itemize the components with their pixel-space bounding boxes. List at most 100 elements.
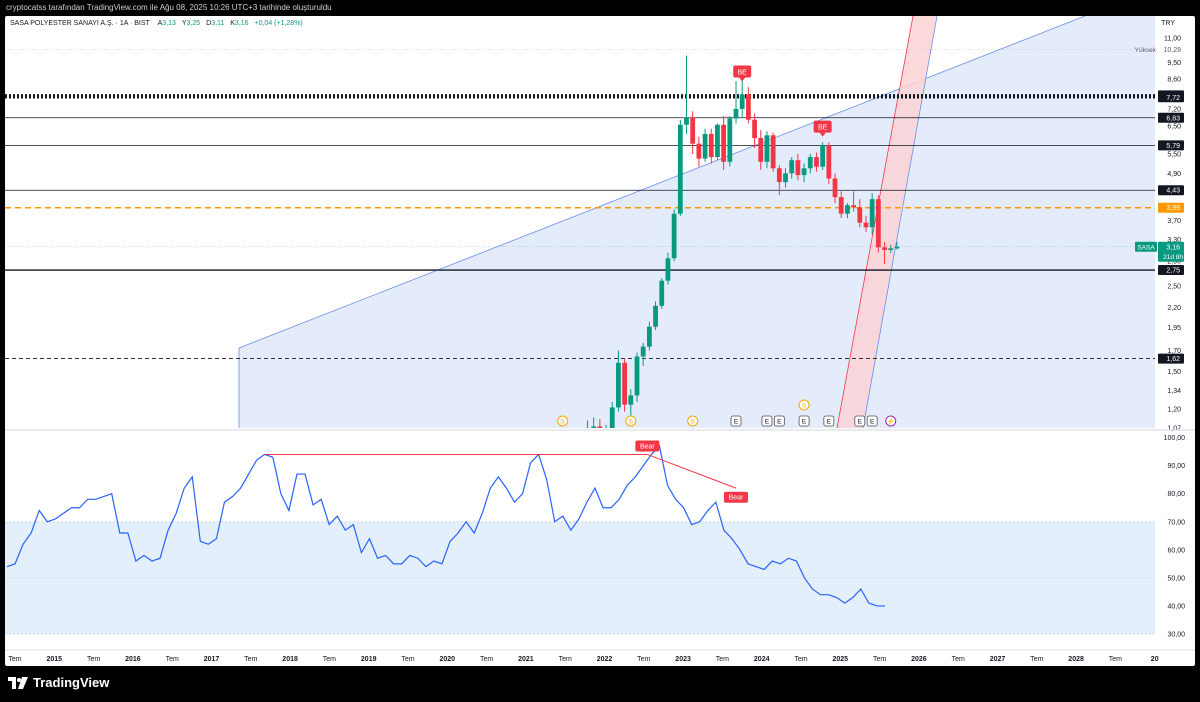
time-axis-tick-8: Tem bbox=[323, 656, 336, 663]
event-marker-7 bbox=[798, 415, 810, 427]
candle-body-23 bbox=[727, 118, 733, 162]
red-channel-left bbox=[836, 16, 914, 428]
candle-body-20 bbox=[708, 133, 714, 158]
price-axis-tick-17: 1,20 bbox=[1167, 406, 1181, 413]
event-marker-4 bbox=[761, 415, 773, 427]
tradingview-wordmark: TradingView bbox=[33, 675, 110, 690]
signal-label-0: BE bbox=[738, 69, 748, 76]
rsi-signal-label-0: Bear bbox=[640, 443, 655, 450]
time-axis-tick-10: Tem bbox=[401, 656, 414, 663]
signal-label-1: BE bbox=[818, 125, 828, 132]
candle-body-1 bbox=[591, 426, 597, 428]
candle-body-34 bbox=[795, 160, 801, 176]
candle-body-5 bbox=[616, 362, 621, 408]
candle-body-29 bbox=[764, 135, 770, 162]
price-axis-tick-10: 2,90 bbox=[1167, 259, 1181, 266]
candle-body-22 bbox=[721, 124, 727, 162]
candle-body-17 bbox=[690, 117, 696, 144]
event-marker-10 bbox=[866, 415, 878, 427]
footer: TradingView bbox=[0, 666, 1200, 702]
rsi-axis-tick-7: 30,00 bbox=[1167, 631, 1185, 638]
candle-body-46 bbox=[869, 199, 875, 228]
level-price-label-7: 1,62 bbox=[1166, 356, 1180, 363]
time-axis-tick-12: Tem bbox=[480, 656, 493, 663]
time-axis-tick-21: 2025 bbox=[833, 656, 849, 663]
event-marker-8 bbox=[823, 415, 835, 427]
ohlc-close: K3,16 bbox=[230, 20, 249, 27]
event-marker-3 bbox=[730, 415, 742, 427]
price-axis-tick-11: 2,50 bbox=[1167, 283, 1181, 290]
candle-body-2 bbox=[597, 426, 603, 428]
candle-body-4 bbox=[609, 407, 615, 428]
event-marker-6 bbox=[798, 399, 810, 411]
price-axis-tick-3: 7,20 bbox=[1167, 106, 1181, 113]
price-change: +0,04 (+1,28%) bbox=[254, 20, 303, 27]
event-marker-11 bbox=[885, 415, 897, 427]
candle-body-15 bbox=[677, 124, 683, 214]
candle-body-36 bbox=[807, 157, 813, 169]
divergence-line-2 bbox=[647, 453, 737, 489]
level-price-label-2: 6,83 bbox=[1166, 115, 1180, 122]
price-axis-tick-2: 8,60 bbox=[1167, 77, 1181, 84]
last-price-value: 3,16 bbox=[1166, 244, 1180, 251]
time-axis-tick-22: Tem bbox=[873, 656, 886, 663]
time-axis-tick-25: 2027 bbox=[990, 656, 1006, 663]
rsi-signal-box-0 bbox=[635, 440, 660, 452]
candle-body-11 bbox=[653, 305, 658, 327]
time-axis-tick-4: Tem bbox=[166, 656, 179, 663]
price-axis-tick-13: 1,95 bbox=[1167, 325, 1181, 332]
candle-body-38 bbox=[820, 145, 826, 167]
snapshot-caption: cryptocatss tarafından TradingView.com i… bbox=[6, 3, 332, 12]
event-marker-label-4: E bbox=[765, 419, 770, 426]
signal-arrow-0 bbox=[739, 77, 746, 82]
level-price-label-6: 2,75 bbox=[1166, 268, 1180, 275]
level-price-box-3 bbox=[1158, 140, 1184, 151]
chart-area[interactable]: SASA POLYESTER SANAYİ A.Ş. · 1A · BIST A… bbox=[5, 16, 1195, 666]
tradingview-logo: TradingView bbox=[8, 675, 109, 690]
price-axis-tick-1: 9,50 bbox=[1167, 60, 1181, 67]
candle-body-24 bbox=[733, 108, 739, 119]
level-price-box-2 bbox=[1158, 112, 1184, 123]
time-axis-tick-7: 2018 bbox=[282, 656, 298, 663]
time-axis-tick-1: 2015 bbox=[47, 656, 63, 663]
price-axis-tick-12: 2,20 bbox=[1167, 305, 1181, 312]
time-axis-tick-11: 2020 bbox=[440, 656, 456, 663]
signal-box-1 bbox=[813, 120, 832, 133]
time-axis-tick-0: Tem bbox=[8, 656, 21, 663]
rsi-pane: Bear Bear bbox=[5, 440, 1155, 635]
signal-box-0 bbox=[733, 65, 752, 78]
candle-body-30 bbox=[770, 135, 776, 169]
rsi-axis-tick-3: 70,00 bbox=[1167, 519, 1185, 526]
time-axis-tick-26: Tem bbox=[1030, 656, 1043, 663]
ohlc-high: Y3,25 bbox=[181, 20, 201, 27]
candle-body-7 bbox=[628, 395, 634, 405]
candle-body-35 bbox=[801, 168, 807, 176]
candle-body-18 bbox=[696, 143, 702, 159]
last-price-symbol-box bbox=[1135, 241, 1157, 252]
time-axis-tick-24: Tem bbox=[952, 656, 965, 663]
candle-body-47 bbox=[875, 199, 881, 248]
candle-body-13 bbox=[665, 258, 671, 281]
ascending-channel-fill bbox=[239, 16, 1155, 428]
price-axis-tick-14: 1,70 bbox=[1167, 348, 1181, 355]
candle-body-44 bbox=[857, 207, 863, 223]
candle-body-12 bbox=[659, 280, 665, 306]
time-axis-tick-13: 2021 bbox=[518, 656, 534, 663]
level-price-box-1 bbox=[1158, 92, 1184, 103]
time-axis-tick-18: Tem bbox=[716, 656, 729, 663]
event-marker-label-5: E bbox=[777, 419, 782, 426]
rsi-band bbox=[5, 521, 1155, 634]
candle-body-32 bbox=[783, 173, 788, 183]
event-marker-label-11: ⚡ bbox=[887, 418, 895, 426]
event-marker-5 bbox=[773, 415, 785, 427]
candle-body-43 bbox=[851, 205, 856, 208]
event-marker-9 bbox=[854, 415, 866, 427]
time-axis-tick-3: 2016 bbox=[125, 656, 141, 663]
red-channel-right bbox=[862, 16, 938, 428]
last-price-countdown: 21d 8h bbox=[1163, 254, 1183, 261]
rsi-axis-tick-2: 80,00 bbox=[1167, 491, 1185, 498]
last-price-box bbox=[1158, 241, 1184, 262]
red-channel-fill bbox=[837, 16, 937, 428]
